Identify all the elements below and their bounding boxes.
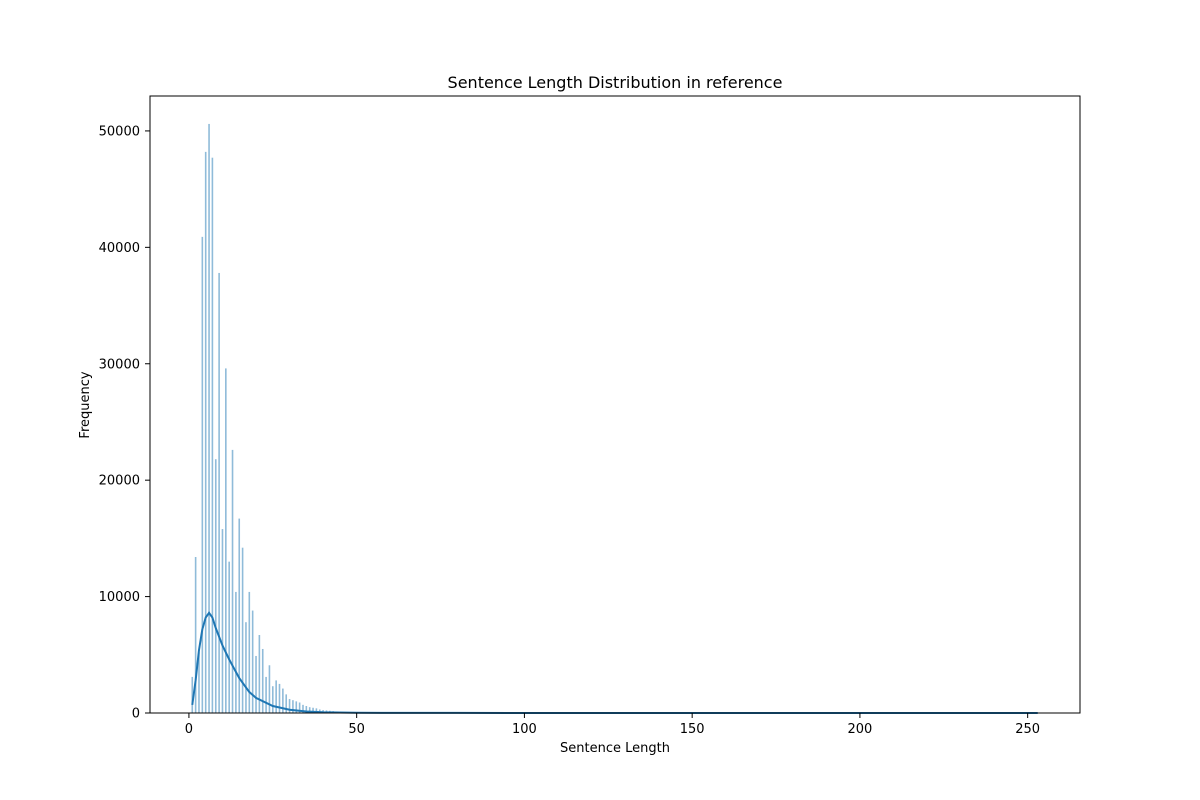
x-tick-label: 100 [512,722,537,737]
histogram-bar [282,688,284,713]
plot-area [149,95,1081,714]
histogram-bar [251,610,254,713]
histogram-bar [211,157,214,713]
histogram-bar [285,694,288,713]
histogram-bar [225,368,227,713]
histogram-bar [288,699,291,713]
histogram-bar [258,635,261,713]
histogram-bar [305,706,308,713]
y-axis-label: Frequency [78,371,93,438]
histogram-bar [248,591,251,713]
x-tick-label: 200 [847,722,872,737]
histogram-bar [245,622,247,713]
x-axis: 0 50 100 150 200 250 [185,713,1040,737]
histogram-bar [278,683,281,713]
y-tick-label: 30000 [99,357,140,372]
histogram-bar [194,557,197,713]
histogram-bar [255,655,257,713]
histogram-bar [308,707,311,713]
histogram-bar [208,123,210,713]
histogram-bar [315,708,318,713]
histogram-bar [302,704,304,713]
y-tick-label: 0 [132,707,140,722]
histogram-bar [295,701,298,713]
plot-background [150,96,1080,713]
y-tick-label: 40000 [99,241,140,256]
y-tick-label: 50000 [99,124,140,139]
x-tick-label: 150 [680,722,705,737]
histogram-bars [191,123,1039,714]
histogram-bar [292,700,294,713]
chart-title: Sentence Length Distribution in referenc… [448,73,783,92]
histogram-bar [241,547,244,713]
histogram-bar [298,702,301,713]
histogram-bar [261,648,264,713]
y-tick-label: 10000 [99,590,140,605]
histogram-bar [221,529,224,713]
histogram-bar [265,676,267,713]
histogram-bar [275,680,277,713]
histogram-bar [214,459,217,713]
histogram-bar [271,686,274,713]
x-tick-label: 50 [348,722,365,737]
histogram-bar [218,272,220,713]
histogram-bar [228,561,230,713]
histogram-bar [231,449,234,713]
histogram-bar [268,665,271,713]
histogram-bar [235,591,237,713]
histogram-bar [204,151,207,713]
histogram-bar [238,518,241,713]
x-tick-label: 0 [185,722,193,737]
x-tick-label: 250 [1015,722,1040,737]
histogram-bar [198,652,200,713]
x-axis-label: Sentence Length [560,741,670,756]
plot-frame [149,95,1081,714]
y-axis: 0 10000 20000 30000 40000 50000 [99,124,150,722]
histogram-bar [312,707,314,713]
y-tick-label: 20000 [99,474,140,489]
histogram-bar [201,236,204,714]
histogram-bar [191,676,194,713]
